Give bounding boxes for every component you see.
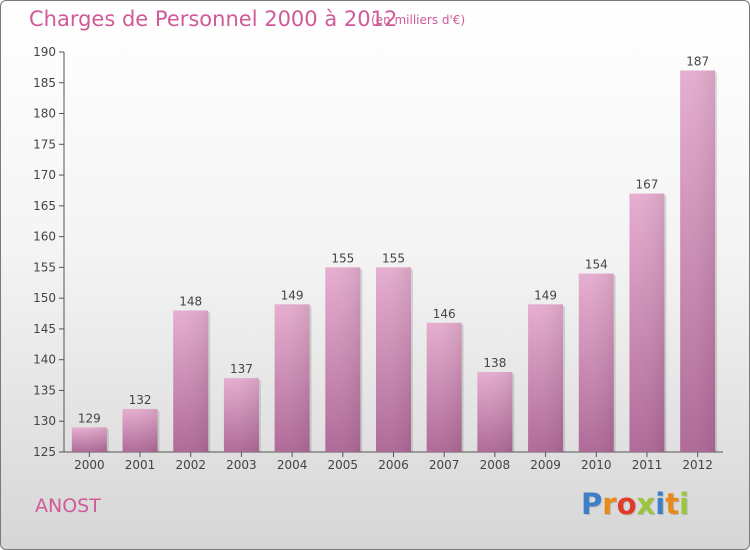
data-label: 154 [585, 258, 608, 272]
y-tick-label: 155 [33, 260, 56, 274]
y-tick-label: 175 [33, 137, 56, 151]
y-tick-label: 125 [33, 445, 56, 459]
logo-letter: o [616, 487, 637, 521]
bar-shade [376, 267, 411, 452]
bar-shade [426, 322, 462, 452]
x-tick-label: 2007 [429, 458, 460, 472]
data-label: 146 [433, 307, 456, 321]
data-label: 138 [483, 356, 506, 370]
bar-shade [629, 193, 665, 453]
data-label: 149 [281, 288, 304, 302]
x-tick-label: 2005 [328, 458, 359, 472]
logo-letter: i [679, 487, 690, 521]
data-label: 148 [179, 294, 202, 308]
y-tick-label: 150 [33, 291, 56, 305]
chart-title: Charges de Personnel 2000 à 2012 [29, 7, 398, 31]
x-tick-label: 2002 [175, 458, 206, 472]
x-tick-label: 2001 [125, 458, 156, 472]
chart-subtitle: (en milliers d'€) [371, 13, 466, 27]
bar-shade [173, 310, 209, 452]
bar-shade [223, 378, 259, 452]
y-tick-label: 135 [33, 383, 56, 397]
logo-letter: x [636, 487, 656, 521]
x-tick-label: 2004 [277, 458, 308, 472]
y-tick-label: 170 [33, 168, 56, 182]
data-label: 155 [382, 251, 405, 265]
bar-shade [680, 70, 716, 452]
proxiti-logo: Proxiti [581, 487, 689, 521]
y-tick-label: 160 [33, 230, 56, 244]
y-tick-label: 180 [33, 107, 56, 121]
bar-shade [477, 372, 513, 452]
x-tick-label: 2000 [74, 458, 105, 472]
y-tick-label: 190 [33, 45, 56, 59]
data-label: 149 [534, 288, 557, 302]
logo-letter: t [665, 487, 680, 521]
data-label: 155 [331, 251, 354, 265]
data-label: 129 [78, 411, 101, 425]
x-tick-label: 2012 [682, 458, 713, 472]
data-label: 137 [230, 362, 253, 376]
data-label: 167 [636, 178, 659, 192]
data-label: 187 [686, 54, 709, 68]
x-tick-label: 2010 [581, 458, 612, 472]
bar-shade [325, 267, 361, 452]
x-tick-label: 2009 [530, 458, 561, 472]
bar-shade [528, 304, 564, 452]
y-tick-label: 130 [33, 414, 56, 428]
logo-letter: i [655, 487, 666, 521]
y-tick-label: 140 [33, 353, 56, 367]
x-tick-label: 2006 [378, 458, 409, 472]
bar-shade [122, 408, 158, 452]
data-label: 132 [129, 393, 152, 407]
y-tick-label: 185 [33, 76, 56, 90]
bar-shade [274, 304, 310, 452]
y-tick-label: 145 [33, 322, 56, 336]
bar-shade [71, 427, 107, 452]
commune-name: ANOST [35, 495, 101, 517]
x-tick-label: 2008 [480, 458, 511, 472]
x-tick-label: 2003 [226, 458, 257, 472]
bar-shade [578, 273, 614, 452]
logo-letter: r [602, 487, 617, 521]
logo-letter: P [581, 487, 603, 521]
x-tick-label: 2011 [632, 458, 663, 472]
y-tick-label: 165 [33, 199, 56, 213]
